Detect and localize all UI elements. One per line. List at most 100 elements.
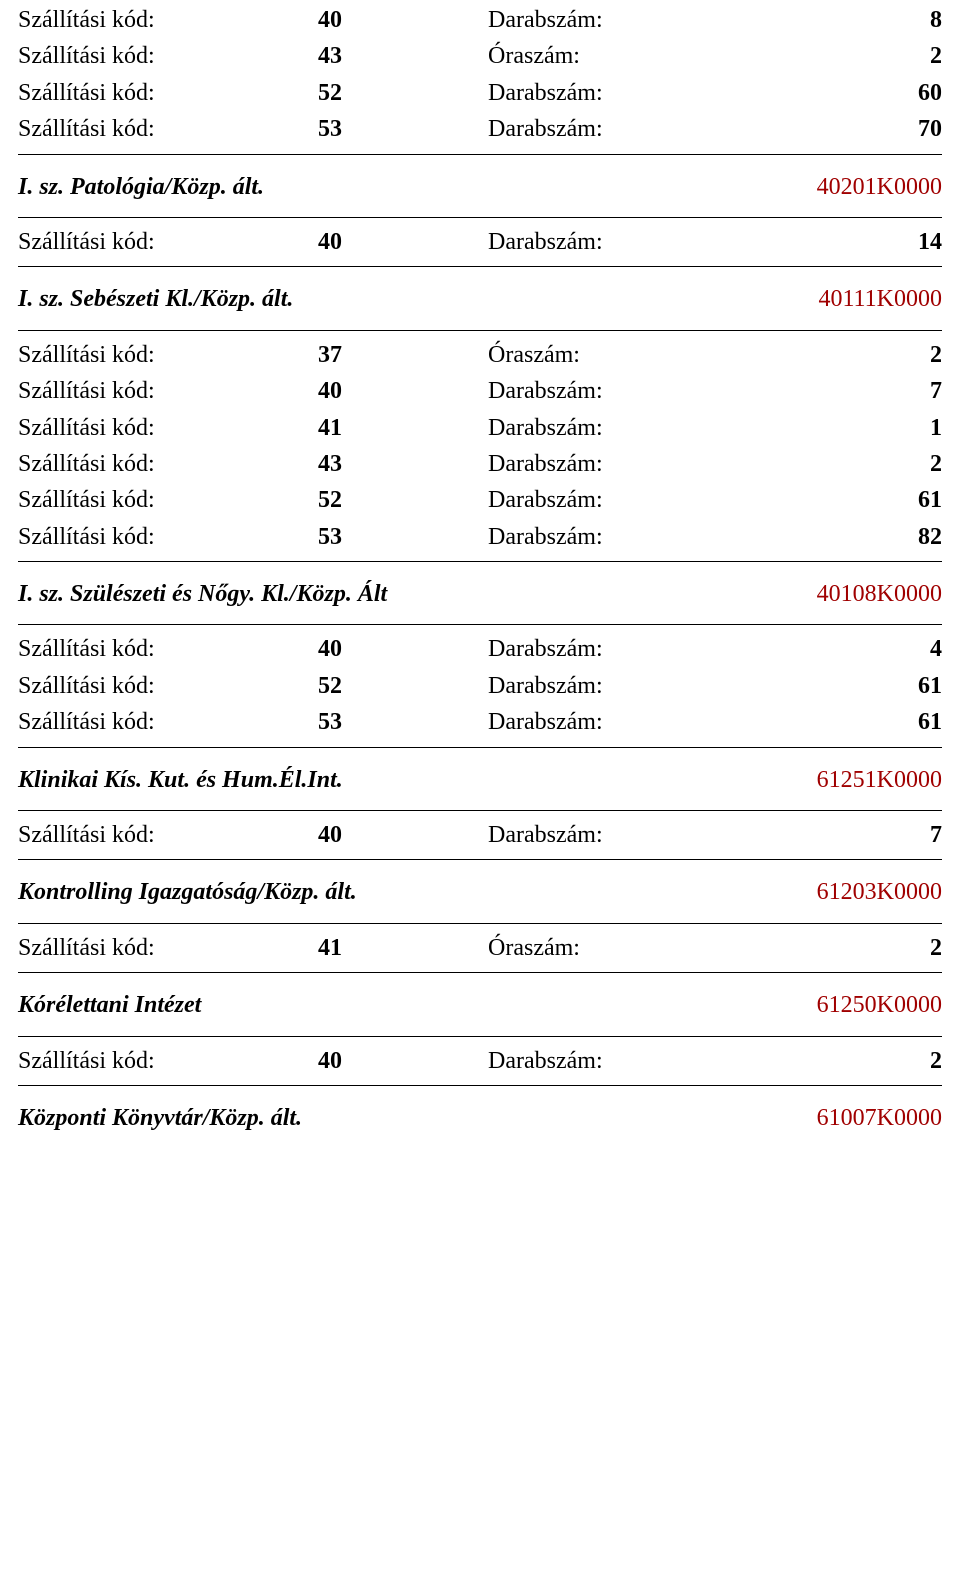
count-type-label: Darabszám: bbox=[488, 819, 862, 851]
count-value: 60 bbox=[862, 77, 942, 109]
table-row: Szállítási kód:37Óraszám:2 bbox=[18, 337, 942, 373]
section-code: 40111K0000 bbox=[818, 283, 942, 315]
divider bbox=[18, 810, 942, 811]
section-title: I. sz. Patológia/Közp. ált. bbox=[18, 171, 264, 203]
count-type-label: Darabszám: bbox=[488, 77, 862, 109]
divider bbox=[18, 561, 942, 562]
section-code: 40108K0000 bbox=[817, 578, 942, 610]
count-value: 82 bbox=[862, 521, 942, 553]
section-heading: Klinikai Kís. Kut. és Hum.Él.Int.61251K0… bbox=[18, 754, 942, 804]
section: Kontrolling Igazgatóság/Közp. ált. 61203K… bbox=[18, 859, 942, 966]
count-value: 2 bbox=[862, 932, 942, 964]
count-type-label: Darabszám: bbox=[488, 4, 862, 36]
section-title: I. sz. Szülészeti és Nőgy. Kl./Közp. Ált bbox=[18, 578, 387, 610]
ship-code-label: Szállítási kód: bbox=[18, 819, 318, 851]
divider bbox=[18, 1036, 942, 1037]
count-value: 2 bbox=[862, 448, 942, 480]
count-value: 70 bbox=[862, 113, 942, 145]
table-row: Szállítási kód:41Óraszám:2 bbox=[18, 930, 942, 966]
divider bbox=[18, 330, 942, 331]
ship-code-label: Szállítási kód: bbox=[18, 706, 318, 738]
count-type-label: Óraszám: bbox=[488, 40, 862, 72]
table-row: Szállítási kód:52Darabszám:61 bbox=[18, 668, 942, 704]
divider bbox=[18, 266, 942, 267]
table-row: Szállítási kód:52Darabszám:60 bbox=[18, 75, 942, 111]
count-value: 1 bbox=[862, 412, 942, 444]
ship-code-value: 53 bbox=[318, 706, 488, 738]
count-value: 61 bbox=[862, 670, 942, 702]
divider bbox=[18, 923, 942, 924]
ship-code-value: 40 bbox=[318, 226, 488, 258]
ship-code-value: 37 bbox=[318, 339, 488, 371]
table-row: Szállítási kód:41Darabszám:1 bbox=[18, 410, 942, 446]
count-type-label: Óraszám: bbox=[488, 339, 862, 371]
ship-code-value: 40 bbox=[318, 1045, 488, 1077]
divider bbox=[18, 624, 942, 625]
section-heading: I. sz. Sebészeti Kl./Közp. ált. 40111K000… bbox=[18, 273, 942, 323]
section-heading: Kórélettani Intézet 61250K0000 bbox=[18, 979, 942, 1029]
table-row: Szállítási kód:40Darabszám:7 bbox=[18, 373, 942, 409]
ship-code-value: 40 bbox=[318, 819, 488, 851]
section-code: 61250K0000 bbox=[817, 989, 942, 1021]
section-title: Kontrolling Igazgatóság/Közp. ált. bbox=[18, 876, 357, 908]
ship-code-value: 41 bbox=[318, 932, 488, 964]
ship-code-label: Szállítási kód: bbox=[18, 1045, 318, 1077]
section-code: 61203K0000 bbox=[817, 876, 942, 908]
section: I. sz. Patológia/Közp. ált. 40201K0000 Szá… bbox=[18, 154, 942, 261]
count-type-label: Óraszám: bbox=[488, 932, 862, 964]
section: I. sz. Szülészeti és Nőgy. Kl./Közp. Ált… bbox=[18, 561, 942, 741]
count-type-label: Darabszám: bbox=[488, 521, 862, 553]
ship-code-label: Szállítási kód: bbox=[18, 932, 318, 964]
ship-code-value: 40 bbox=[318, 375, 488, 407]
section: I. sz. Sebészeti Kl./Közp. ált. 40111K000… bbox=[18, 266, 942, 555]
divider bbox=[18, 1085, 942, 1086]
count-type-label: Darabszám: bbox=[488, 1045, 862, 1077]
section-code: 40201K0000 bbox=[817, 171, 942, 203]
count-value: 7 bbox=[862, 819, 942, 851]
divider bbox=[18, 972, 942, 973]
table-row: Szállítási kód:40Darabszám:7 bbox=[18, 817, 942, 853]
table-row: Szállítási kód:40Darabszám:14 bbox=[18, 224, 942, 260]
section-heading: Kontrolling Igazgatóság/Közp. ált. 61203K… bbox=[18, 866, 942, 916]
ship-code-value: 41 bbox=[318, 412, 488, 444]
divider bbox=[18, 217, 942, 218]
count-value: 7 bbox=[862, 375, 942, 407]
count-value: 4 bbox=[862, 633, 942, 665]
divider bbox=[18, 747, 942, 748]
count-type-label: Darabszám: bbox=[488, 670, 862, 702]
count-type-label: Darabszám: bbox=[488, 484, 862, 516]
section-heading: I. sz. Patológia/Közp. ált. 40201K0000 bbox=[18, 161, 942, 211]
ship-code-label: Szállítási kód: bbox=[18, 670, 318, 702]
ship-code-label: Szállítási kód: bbox=[18, 40, 318, 72]
count-value: 8 bbox=[862, 4, 942, 36]
ship-code-label: Szállítási kód: bbox=[18, 448, 318, 480]
table-row: Szállítási kód:40Darabszám:2 bbox=[18, 1043, 942, 1079]
ship-code-value: 40 bbox=[318, 633, 488, 665]
section-heading: I. sz. Szülészeti és Nőgy. Kl./Közp. Ált… bbox=[18, 568, 942, 618]
ship-code-label: Szállítási kód: bbox=[18, 521, 318, 553]
count-value: 2 bbox=[862, 1045, 942, 1077]
table-row: Szállítási kód:53Darabszám:61 bbox=[18, 704, 942, 740]
ship-code-label: Szállítási kód: bbox=[18, 226, 318, 258]
table-row: Szállítási kód:43Óraszám:2 bbox=[18, 38, 942, 74]
section: Kórélettani Intézet 61250K0000 Szállítási … bbox=[18, 972, 942, 1079]
ship-code-label: Szállítási kód: bbox=[18, 113, 318, 145]
count-value: 61 bbox=[862, 484, 942, 516]
ship-code-value: 53 bbox=[318, 113, 488, 145]
count-type-label: Darabszám: bbox=[488, 226, 862, 258]
table-row: Szállítási kód:53Darabszám:70 bbox=[18, 111, 942, 147]
ship-code-value: 52 bbox=[318, 670, 488, 702]
ship-code-label: Szállítási kód: bbox=[18, 4, 318, 36]
count-type-label: Darabszám: bbox=[488, 113, 862, 145]
divider bbox=[18, 154, 942, 155]
section-title: Kórélettani Intézet bbox=[18, 989, 201, 1021]
section: Központi Könyvtár/Közp. ált.61007K0000 bbox=[18, 1085, 942, 1142]
section: Klinikai Kís. Kut. és Hum.Él.Int.61251K0… bbox=[18, 747, 942, 854]
ship-code-label: Szállítási kód: bbox=[18, 77, 318, 109]
count-value: 2 bbox=[862, 40, 942, 72]
table-row: Szállítási kód:53Darabszám:82 bbox=[18, 519, 942, 555]
table-row: Szállítási kód:52Darabszám:61 bbox=[18, 482, 942, 518]
section-code: 61251K0000 bbox=[817, 764, 942, 796]
section-title: I. sz. Sebészeti Kl./Közp. ált. bbox=[18, 283, 293, 315]
ship-code-label: Szállítási kód: bbox=[18, 412, 318, 444]
